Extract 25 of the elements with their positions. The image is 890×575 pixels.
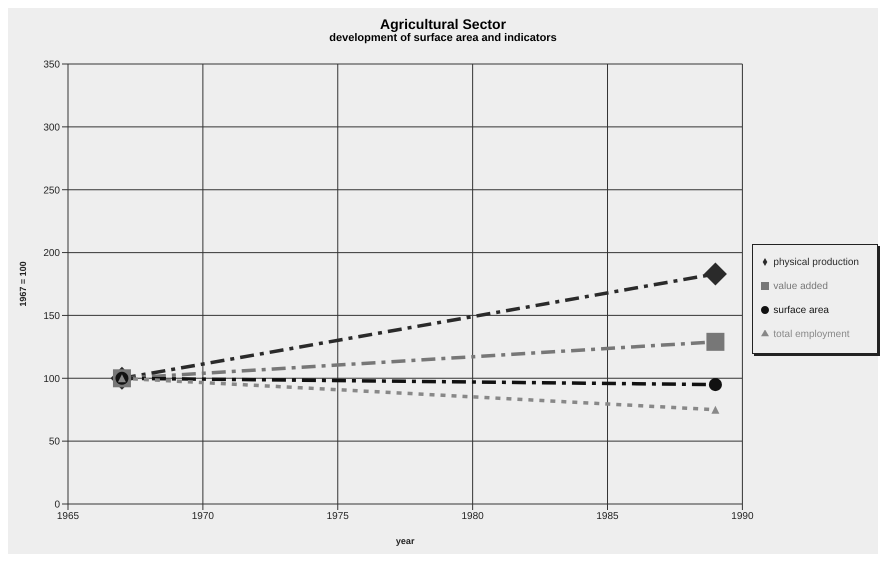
x-tick-label: 1975 (326, 511, 350, 522)
x-tick-label: 1980 (462, 511, 484, 522)
y-tick-label: 150 (43, 310, 60, 322)
y-tick-label: 300 (43, 122, 60, 134)
legend-label: value added (773, 281, 828, 292)
y-tick-label: 0 (54, 500, 60, 511)
chart-subtitle: development of surface area and indicators (328, 32, 558, 44)
point (706, 332, 724, 351)
y-axis-title: 1967 = 100 (18, 261, 28, 307)
point (708, 378, 722, 392)
chart-title: Agricultural Sector (378, 15, 508, 32)
legend-label: surface area (773, 305, 829, 316)
y-tick-label: 250 (43, 185, 60, 196)
y-tick-label: 100 (43, 374, 60, 385)
legend-label: total employment (773, 329, 850, 340)
x-axis-title: year (396, 536, 415, 546)
x-tick-label: 1990 (731, 511, 754, 522)
y-tick-label: 200 (43, 248, 60, 260)
point (704, 262, 727, 286)
x-tick-label: 1985 (596, 511, 620, 522)
x-tick-label: 1970 (192, 511, 214, 522)
x-tick-label: 1965 (56, 511, 80, 522)
y-tick-label: 350 (43, 60, 60, 71)
y-tick-label: 50 (48, 436, 60, 448)
legend-label: physical production (773, 257, 859, 268)
